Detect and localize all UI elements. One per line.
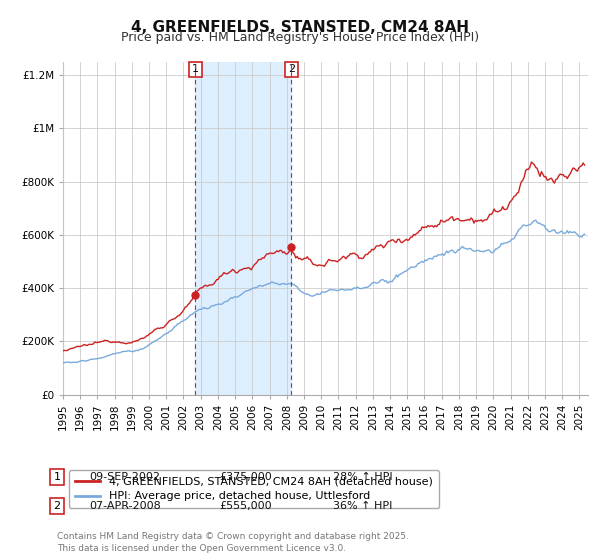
Text: £375,000: £375,000 (219, 472, 272, 482)
Text: 2: 2 (288, 64, 295, 74)
Text: 4, GREENFIELDS, STANSTED, CM24 8AH: 4, GREENFIELDS, STANSTED, CM24 8AH (131, 20, 469, 35)
Text: 36% ↑ HPI: 36% ↑ HPI (333, 501, 392, 511)
Text: £555,000: £555,000 (219, 501, 272, 511)
Text: 1: 1 (192, 64, 199, 74)
Text: 09-SEP-2002: 09-SEP-2002 (89, 472, 160, 482)
Legend: 4, GREENFIELDS, STANSTED, CM24 8AH (detached house), HPI: Average price, detache: 4, GREENFIELDS, STANSTED, CM24 8AH (deta… (68, 470, 439, 508)
Text: Contains HM Land Registry data © Crown copyright and database right 2025.
This d: Contains HM Land Registry data © Crown c… (57, 532, 409, 553)
Text: 28% ↑ HPI: 28% ↑ HPI (333, 472, 392, 482)
Text: 2: 2 (53, 501, 61, 511)
Text: Price paid vs. HM Land Registry's House Price Index (HPI): Price paid vs. HM Land Registry's House … (121, 31, 479, 44)
Text: 07-APR-2008: 07-APR-2008 (89, 501, 161, 511)
Text: 1: 1 (53, 472, 61, 482)
Bar (196, 62, 292, 395)
